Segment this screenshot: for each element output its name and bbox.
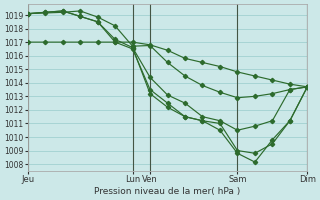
X-axis label: Pression niveau de la mer( hPa ): Pression niveau de la mer( hPa ) bbox=[94, 187, 241, 196]
